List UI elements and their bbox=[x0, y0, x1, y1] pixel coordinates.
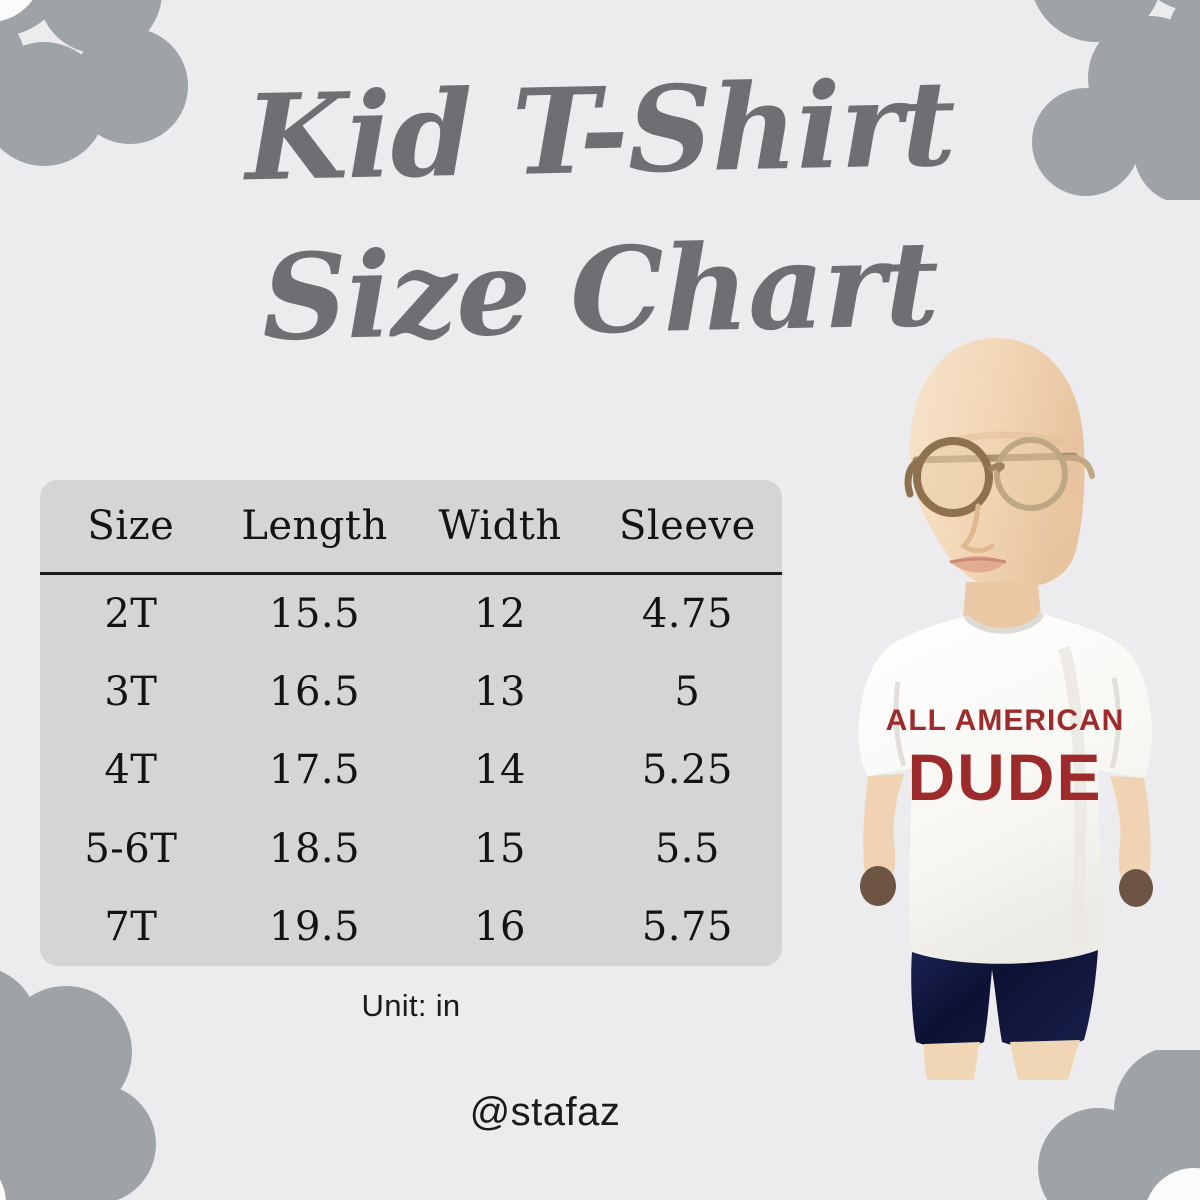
social-handle: @stafaz bbox=[469, 1090, 621, 1134]
cell-sleeve: 4.75 bbox=[641, 591, 733, 638]
table-row: 2T 15.5 12 4.75 bbox=[40, 574, 782, 654]
cell-sleeve: 5.75 bbox=[641, 903, 733, 950]
cell-width: 14 bbox=[474, 747, 526, 794]
cell-width: 12 bbox=[474, 591, 526, 638]
cell-width: 13 bbox=[474, 669, 526, 716]
size-table-panel: Size Length Width Sleeve 2T 15.5 12 4.75… bbox=[40, 480, 782, 966]
cell-sleeve: 5.25 bbox=[641, 747, 733, 794]
cell-size: 3T bbox=[104, 669, 158, 716]
cell-length: 16.5 bbox=[269, 669, 361, 716]
table-row: 3T 16.5 13 5 bbox=[40, 653, 782, 731]
shirt-graphic-line-2: DUDE bbox=[907, 740, 1102, 814]
product-photo: ALL AMERICAN DUDE bbox=[838, 330, 1178, 1080]
cell-size: 7T bbox=[104, 903, 158, 950]
cell-width: 16 bbox=[474, 903, 526, 950]
cell-length: 18.5 bbox=[269, 825, 361, 872]
size-table: Size Length Width Sleeve 2T 15.5 12 4.75… bbox=[40, 480, 782, 966]
shirt-graphic-line-1: ALL AMERICAN bbox=[886, 704, 1125, 737]
cell-sleeve: 5 bbox=[674, 669, 701, 716]
cell-sleeve: 5.5 bbox=[654, 825, 720, 872]
cell-length: 17.5 bbox=[269, 747, 361, 794]
table-row: 4T 17.5 14 5.25 bbox=[40, 731, 782, 809]
column-header-sleeve: Sleeve bbox=[618, 503, 756, 549]
cell-size: 2T bbox=[104, 591, 158, 638]
cell-length: 19.5 bbox=[269, 903, 361, 950]
cell-size: 4T bbox=[104, 747, 158, 794]
column-header-length: Length bbox=[241, 503, 388, 549]
table-header-row: Size Length Width Sleeve bbox=[40, 480, 782, 574]
table-row: 7T 19.5 16 5.75 bbox=[40, 888, 782, 966]
column-header-size: Size bbox=[87, 503, 175, 549]
column-header-width: Width bbox=[438, 503, 562, 549]
sunglasses-icon bbox=[904, 437, 1095, 517]
unit-note: Unit: in bbox=[361, 988, 461, 1023]
table-row: 5-6T 18.5 15 5.5 bbox=[40, 810, 782, 888]
page-title-line-1: Kid T-Shirt bbox=[243, 53, 957, 208]
cell-size: 5-6T bbox=[84, 825, 178, 872]
cell-length: 15.5 bbox=[269, 591, 361, 638]
cell-width: 15 bbox=[474, 825, 526, 872]
